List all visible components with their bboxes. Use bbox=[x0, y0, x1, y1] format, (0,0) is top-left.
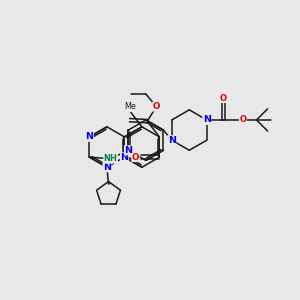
Text: N: N bbox=[203, 116, 211, 124]
Text: O: O bbox=[132, 153, 139, 162]
Text: O: O bbox=[220, 94, 227, 103]
Text: O: O bbox=[153, 102, 160, 111]
Text: N: N bbox=[120, 153, 128, 162]
Text: NH: NH bbox=[104, 154, 118, 163]
Text: N: N bbox=[124, 146, 132, 155]
Text: N: N bbox=[103, 163, 111, 172]
Text: O: O bbox=[239, 116, 246, 124]
Text: N: N bbox=[168, 136, 176, 145]
Text: N: N bbox=[85, 132, 93, 141]
Text: Me: Me bbox=[124, 102, 136, 111]
